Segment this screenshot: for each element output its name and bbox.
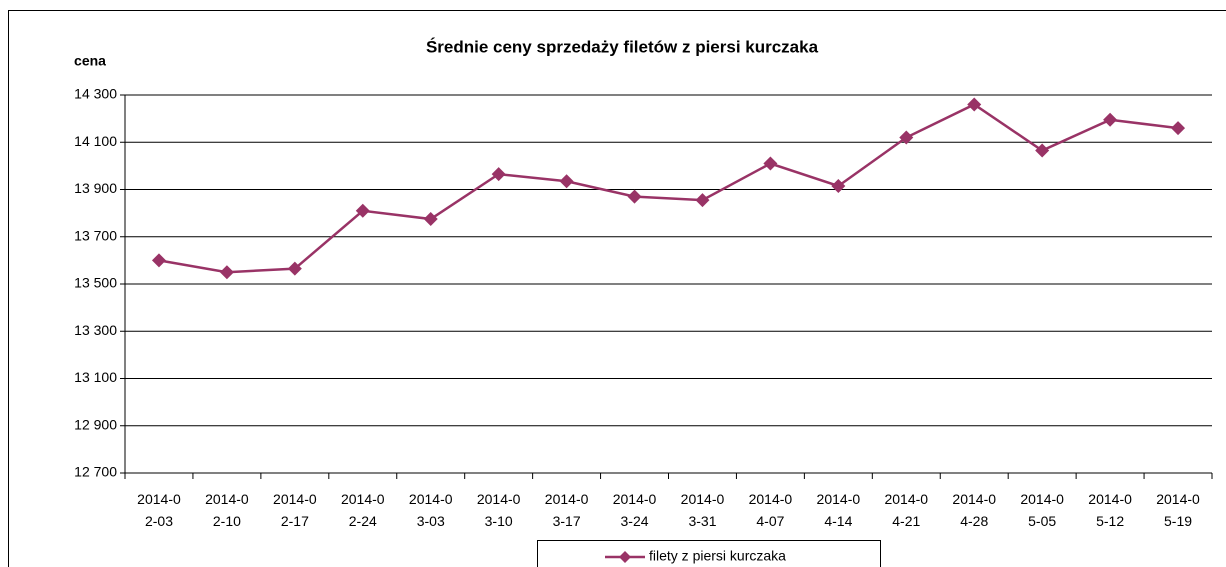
y-tick-label: 12 700 [74, 464, 117, 480]
data-point [899, 130, 914, 145]
legend-label: filety z piersi kurczaka [649, 548, 786, 564]
x-tick-label: 2014-02-10 [205, 491, 249, 529]
legend-marker [619, 551, 631, 563]
x-tick-label: 2014-03-03 [408, 491, 453, 529]
y-tick-label: 13 300 [74, 322, 117, 338]
data-point [627, 189, 642, 204]
series-line [158, 103, 1179, 274]
data-point [151, 253, 166, 268]
data-point [831, 178, 846, 193]
data-point [1103, 112, 1118, 127]
x-tick-label: 2014-02-03 [137, 491, 181, 529]
data-point [287, 261, 302, 276]
data-point [491, 167, 506, 182]
data-point [423, 212, 438, 227]
y-tick-label: 13 500 [74, 275, 117, 291]
data-point [1171, 121, 1186, 136]
x-tick-label: 2014-03-31 [680, 491, 725, 529]
y-tick-label: 13 100 [74, 369, 117, 385]
data-point [355, 203, 370, 218]
x-tick-label: 2014-05-12 [1088, 491, 1132, 529]
y-tick-label: 13 900 [74, 180, 117, 196]
x-tick-label: 2014-02-17 [273, 491, 317, 529]
legend-box [537, 540, 881, 567]
y-tick-label: 12 900 [74, 416, 117, 432]
data-point [1035, 143, 1050, 158]
data-point [559, 174, 574, 189]
data-point [695, 193, 710, 208]
x-tick-label: 2014-04-14 [816, 491, 861, 529]
x-tick-label: 2014-03-24 [612, 491, 657, 529]
x-tick-label: 2014-04-28 [952, 491, 997, 529]
y-tick-label: 14 100 [74, 133, 117, 149]
data-point [219, 265, 234, 280]
data-point [763, 156, 778, 171]
y-tick-label: 13 700 [74, 227, 117, 243]
x-tick-label: 2014-03-17 [544, 491, 589, 529]
chart-frame [8, 10, 1226, 567]
x-tick-label: 2014-04-21 [884, 491, 929, 529]
chart-title: Średnie ceny sprzedaży filetów z piersi … [426, 37, 819, 56]
x-tick-label: 2014-05-05 [1020, 491, 1064, 529]
x-tick-label: 2014-05-19 [1156, 491, 1200, 529]
data-point [967, 97, 982, 112]
y-axis-label: cena [74, 53, 106, 69]
x-tick-label: 2014-04-07 [748, 491, 793, 529]
y-tick-label: 14 300 [74, 86, 117, 102]
x-tick-label: 2014-03-10 [476, 491, 521, 529]
x-tick-label: 2014-02-24 [340, 491, 385, 529]
